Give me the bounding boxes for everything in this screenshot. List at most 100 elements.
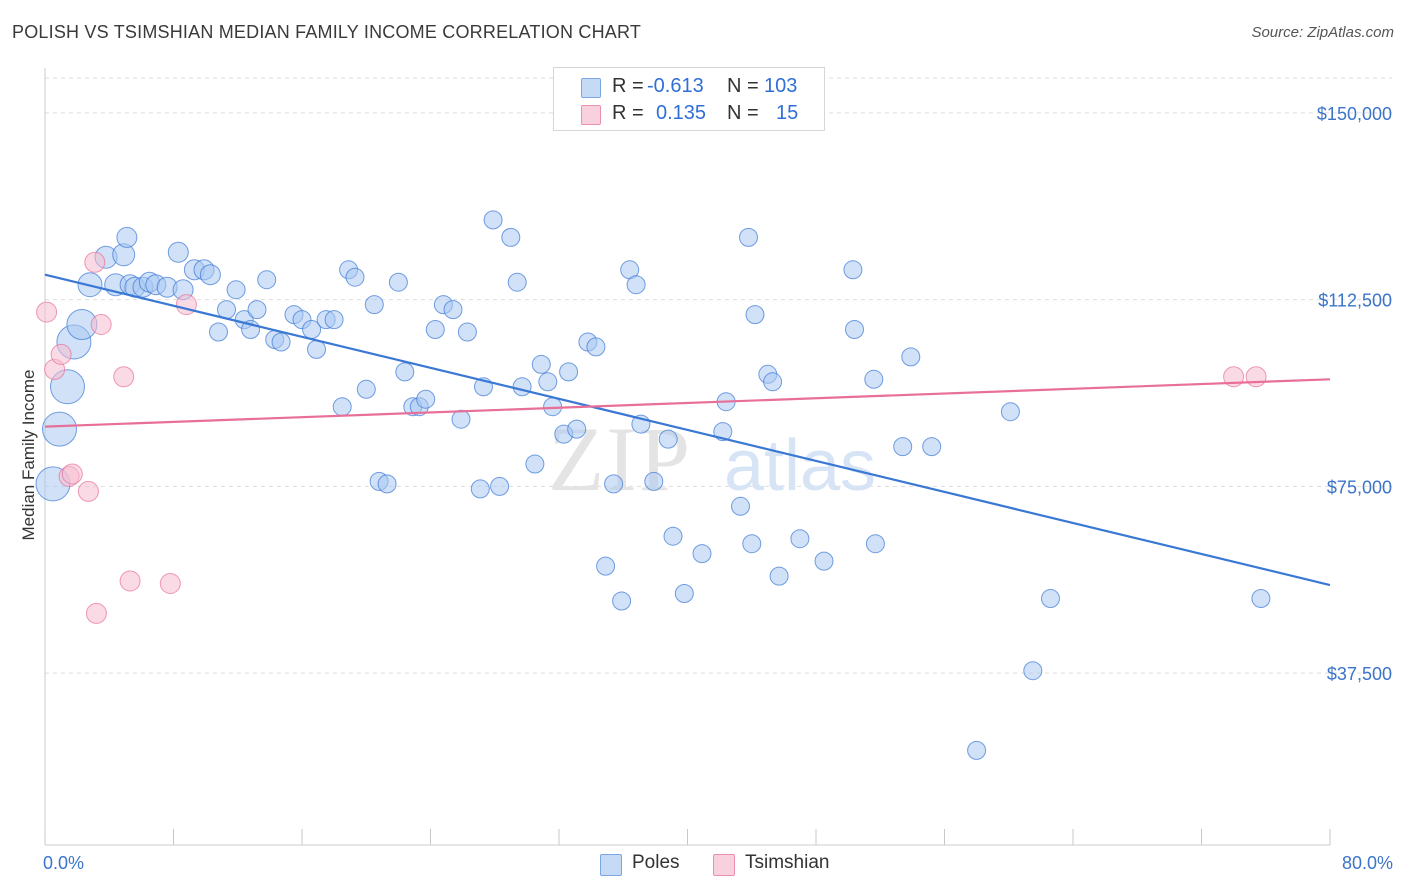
data-point: [763, 372, 783, 392]
data-point: [425, 320, 445, 339]
y-tick-label: $150,000: [1317, 104, 1392, 124]
data-point: [307, 339, 326, 359]
watermark-atlas: atlas: [724, 426, 876, 506]
data-point: [36, 301, 58, 323]
y-tick-label: $75,000: [1327, 477, 1392, 497]
watermark: ZIP atlas: [548, 408, 876, 510]
data-point: [814, 551, 834, 571]
data-point: [77, 480, 99, 502]
data-point: [586, 337, 606, 357]
data-point: [377, 474, 397, 494]
data-point: [612, 591, 632, 611]
chart-title: POLISH VS TSIMSHIAN MEDIAN FAMILY INCOME…: [12, 22, 642, 42]
data-point: [356, 379, 376, 399]
data-point: [790, 529, 810, 549]
legend-n-label: N =: [727, 102, 759, 124]
data-point: [483, 210, 503, 230]
y-axis-label: Median Family Income: [19, 369, 38, 540]
y-tick-label: $112,500: [1318, 291, 1392, 311]
data-point: [451, 409, 471, 429]
data-point: [922, 437, 942, 457]
data-point: [644, 471, 664, 491]
data-point: [84, 251, 106, 273]
legend-r-label: R =: [612, 102, 644, 124]
source-label: Source: ZipAtlas.com: [1251, 24, 1394, 41]
data-point: [470, 479, 490, 499]
data-point: [531, 354, 551, 374]
bottom-legend-swatch-tsimshian: [713, 854, 735, 876]
data-point: [512, 377, 532, 397]
data-point: [50, 343, 72, 365]
data-point: [167, 241, 189, 263]
data-point: [538, 372, 558, 392]
data-point: [113, 366, 135, 388]
data-point: [501, 227, 521, 247]
data-point: [457, 322, 477, 342]
data-point: [864, 369, 884, 389]
data-point: [658, 429, 678, 449]
data-point: [388, 272, 408, 292]
data-point: [567, 419, 587, 439]
data-point: [674, 584, 694, 603]
x-tick-label: 80.0%: [1342, 853, 1393, 873]
data-point: [731, 496, 750, 516]
data-point: [739, 227, 758, 247]
legend-r-value: -0.613: [647, 75, 704, 97]
data-point: [416, 389, 436, 409]
data-point: [1041, 589, 1060, 608]
data-point: [901, 347, 921, 367]
data-point: [893, 437, 913, 457]
data-point: [271, 332, 291, 352]
data-point: [345, 267, 365, 287]
legend-swatch-tsimshian: [581, 105, 601, 125]
data-point: [1000, 402, 1020, 422]
data-point: [217, 300, 236, 320]
points-layer: [35, 210, 1271, 760]
data-point: [226, 280, 246, 300]
data-point: [507, 272, 527, 292]
bottom-legend-label-tsimshian: Tsimshian: [745, 852, 830, 873]
data-point: [209, 322, 228, 342]
bottom-legend-swatch-poles: [600, 854, 622, 876]
data-point: [324, 310, 344, 330]
legend-row-tsimshian: R = 0.135 N = 15: [554, 101, 824, 129]
data-point: [742, 534, 762, 554]
data-point: [604, 474, 624, 494]
data-point: [967, 740, 987, 760]
legend-r-label: R =: [612, 75, 644, 97]
data-point: [745, 305, 765, 325]
data-point: [90, 314, 112, 335]
data-point: [845, 320, 864, 339]
data-point: [159, 573, 181, 594]
legend: R = -0.613 N = 103 R = 0.135 N = 15: [553, 67, 825, 131]
data-point: [692, 544, 712, 564]
data-point: [525, 454, 545, 474]
data-point: [1023, 661, 1043, 681]
data-point: [769, 566, 789, 586]
data-point: [257, 270, 277, 290]
data-point: [85, 602, 107, 624]
trend-line: [44, 273, 1331, 587]
data-point: [332, 397, 352, 417]
data-point: [247, 300, 267, 320]
trend-lines: [44, 273, 1331, 587]
data-point: [1251, 589, 1271, 608]
trend-line: [44, 378, 1331, 428]
data-point: [713, 422, 733, 442]
legend-row-poles: R = -0.613 N = 103: [554, 74, 824, 102]
data-point: [116, 226, 138, 248]
data-point: [119, 570, 141, 592]
data-point: [663, 526, 683, 546]
legend-swatch-poles: [581, 78, 601, 98]
legend-n-value: 15: [776, 102, 799, 124]
axes: [44, 68, 1331, 846]
data-point: [843, 260, 863, 280]
data-point: [443, 300, 463, 320]
data-point: [199, 264, 221, 286]
x-tick-label: 0.0%: [43, 853, 84, 873]
data-point: [1245, 366, 1267, 388]
data-point: [490, 476, 510, 496]
data-point: [364, 295, 384, 315]
tick-labels: $150,000 $112,500 $75,000 $37,500 0.0% 80.0%: [43, 104, 1393, 873]
